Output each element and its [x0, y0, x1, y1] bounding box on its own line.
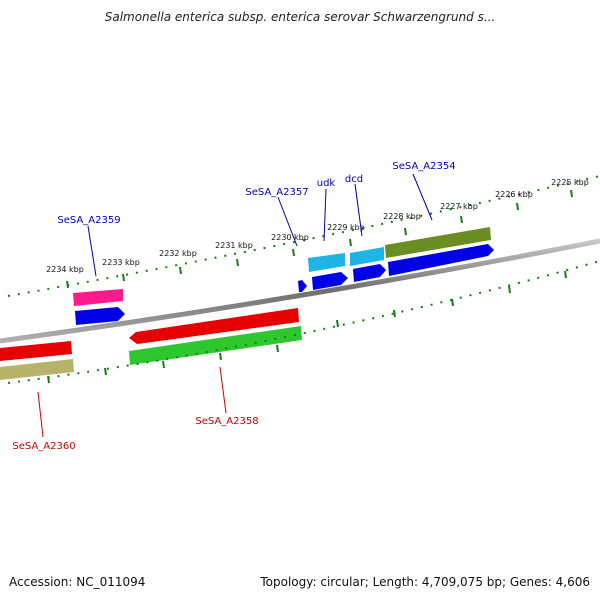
lower-tick: [393, 309, 396, 318]
ruler-tick-label: 2233 kbp: [102, 258, 140, 267]
lower-tick: [276, 344, 279, 353]
ruler-tick: [179, 266, 182, 275]
ruler-tick-label: 2226 kbp: [495, 190, 533, 199]
ruler-tick: [349, 238, 352, 247]
ruler-tick-label: 2227 kbp: [440, 202, 478, 211]
gene-dcd[interactable]: [350, 247, 384, 266]
label-leader: [37, 391, 44, 438]
gene-label-SeSA_A2358: SeSA_A2358: [195, 416, 258, 427]
lower-tick: [451, 298, 454, 307]
gene-udk[interactable]: [308, 253, 345, 272]
gene-label-SeSA_A2360: SeSA_A2360: [12, 441, 75, 452]
ruler-tick-label: 2231 kbp: [215, 241, 253, 250]
gene-label-SeSA_A2359: SeSA_A2359: [57, 215, 120, 226]
accession-label: Accession: NC_011094: [9, 575, 146, 589]
gene-label-udk: udk: [317, 178, 336, 189]
ruler: 2225 kbp 2226 kbp 2227 kbp 2228 kbp 2229…: [46, 178, 589, 289]
gene-SeSA_A2358[interactable]: [129, 308, 299, 344]
ruler-tick-label: 2228 kbp: [383, 212, 421, 221]
ruler-tick-label: 2232 kbp: [159, 249, 197, 258]
reverse-features: [0, 308, 302, 380]
label-leader: [354, 183, 363, 237]
ruler-tick: [460, 215, 463, 224]
ruler-tick: [404, 227, 407, 236]
lower-tick: [162, 360, 165, 369]
label-leader: [87, 225, 97, 277]
gene-label-dcd: dcd: [345, 174, 363, 185]
lower-tick: [508, 285, 511, 294]
ruler-tick: [236, 258, 239, 267]
gene-SeSA_A2360[interactable]: [0, 341, 72, 361]
lower-tick: [564, 270, 567, 279]
lower-tick-track: [7, 260, 600, 384]
ruler-tick: [292, 248, 295, 257]
label-leader: [219, 366, 227, 414]
ruler-tick: [122, 273, 125, 282]
reverse-labels: SeSA_A2358 SeSA_A2360: [12, 366, 259, 452]
label-leader: [412, 173, 433, 221]
lower-tick: [336, 319, 339, 328]
lower-tick: [47, 375, 50, 384]
cds-SeSA_A2360[interactable]: [0, 359, 74, 380]
cds-SeSA_A2359[interactable]: [75, 307, 125, 325]
cds-SeSA_A2358[interactable]: [129, 326, 302, 365]
gene-SeSA_A2359[interactable]: [73, 289, 123, 306]
map-title: Salmonella enterica subsp. enterica sero…: [104, 10, 496, 24]
gene-SeSA_A2354[interactable]: [385, 227, 491, 258]
ruler-tick-label: 2229 kbp: [327, 223, 365, 232]
ruler-tick: [570, 189, 573, 198]
lower-tick: [219, 352, 222, 361]
forward-labels: SeSA_A2354 dcd udk SeSA_A2357 SeSA_A2359: [57, 161, 456, 277]
cds-dcd[interactable]: [353, 264, 386, 282]
genome-stats-label: Topology: circular; Length: 4,709,075 bp…: [260, 575, 590, 589]
label-leader: [277, 196, 298, 247]
label-leader: [323, 188, 327, 242]
ruler-tick: [516, 202, 519, 211]
ruler-tick-label: 2225 kbp: [551, 178, 589, 187]
gene-label-SeSA_A2354: SeSA_A2354: [392, 161, 455, 172]
gene-label-SeSA_A2357: SeSA_A2357: [245, 187, 308, 198]
cds-udk[interactable]: [312, 272, 348, 290]
ruler-tick-label: 2230 kbp: [271, 233, 309, 242]
lower-tick: [104, 367, 107, 376]
cds-SeSA_A2354[interactable]: [388, 244, 494, 276]
forward-features: [73, 227, 494, 325]
genome-backbone: [0, 238, 600, 344]
ruler-tick-label: 2234 kbp: [46, 265, 84, 274]
cds-SeSA_A2357[interactable]: [298, 280, 307, 292]
ruler-tick: [66, 280, 69, 289]
